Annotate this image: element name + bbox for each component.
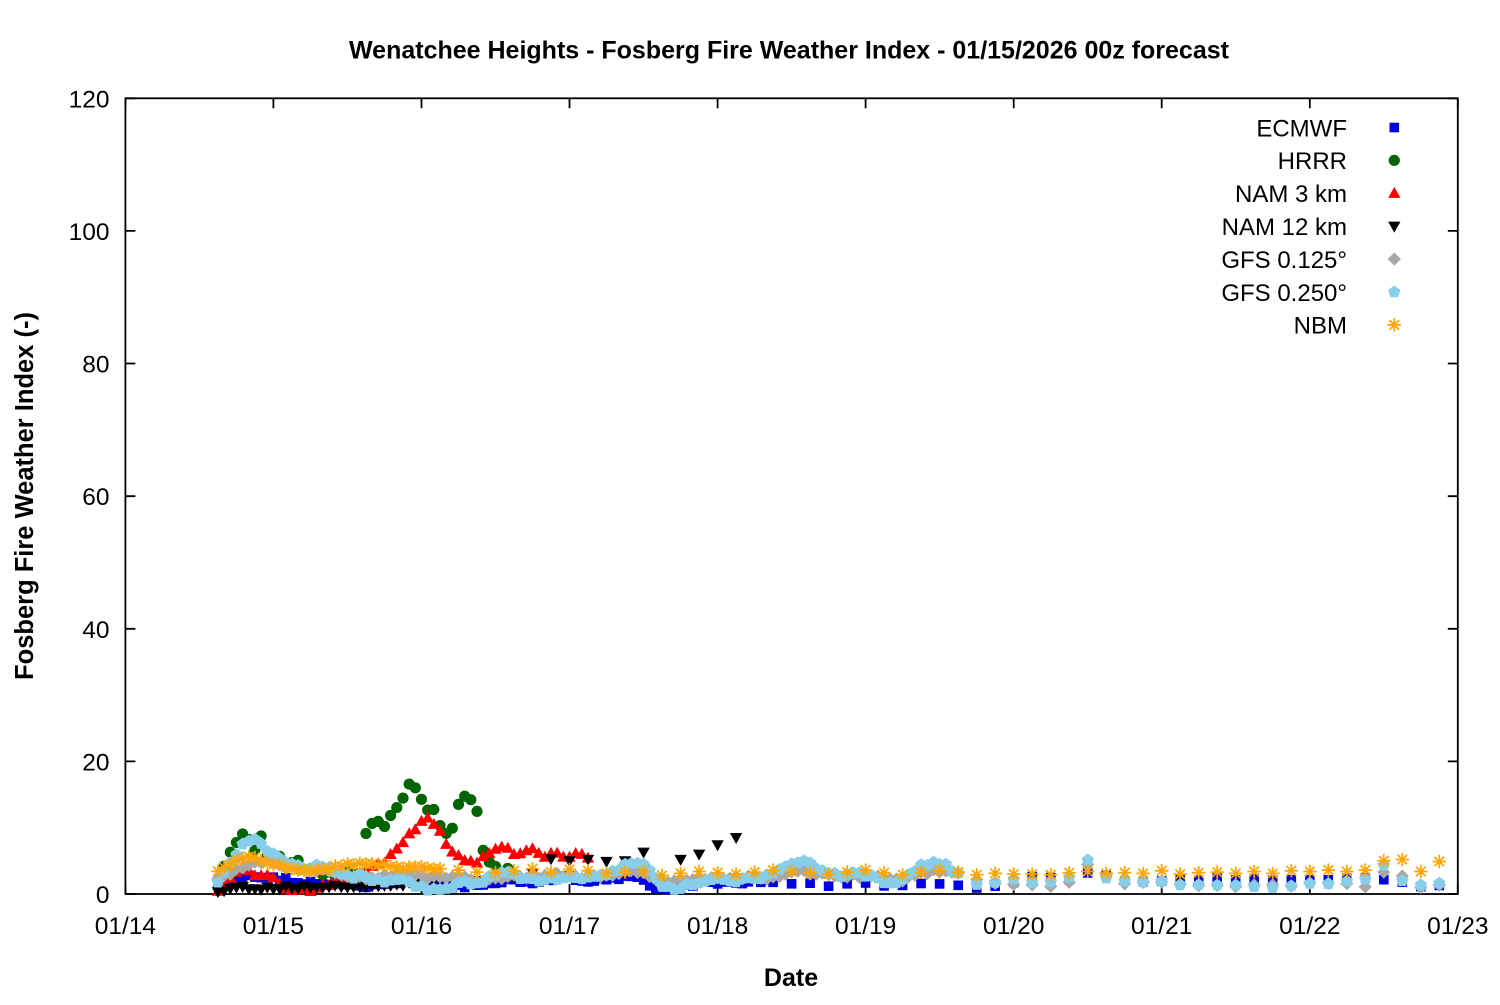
svg-text:GFS 0.250°: GFS 0.250°: [1221, 280, 1347, 307]
svg-text:80: 80: [82, 352, 109, 379]
svg-text:01/23: 01/23: [1427, 913, 1488, 940]
svg-text:NBM: NBM: [1294, 313, 1347, 340]
svg-text:60: 60: [82, 484, 109, 511]
svg-text:01/16: 01/16: [391, 913, 452, 940]
svg-text:01/17: 01/17: [539, 913, 600, 940]
svg-text:100: 100: [69, 219, 110, 246]
svg-text:Date: Date: [764, 964, 818, 992]
svg-text:01/22: 01/22: [1279, 913, 1340, 940]
svg-text:HRRR: HRRR: [1278, 148, 1347, 175]
svg-text:Fosberg Fire Weather Index (-): Fosberg Fire Weather Index (-): [11, 312, 39, 680]
svg-text:NAM 3 km: NAM 3 km: [1235, 181, 1347, 208]
svg-text:01/20: 01/20: [983, 913, 1044, 940]
svg-text:Wenatchee Heights - Fosberg Fi: Wenatchee Heights - Fosberg Fire Weather…: [349, 37, 1230, 65]
svg-text:20: 20: [82, 749, 109, 776]
svg-text:40: 40: [82, 617, 109, 644]
svg-text:01/14: 01/14: [95, 913, 156, 940]
svg-text:01/15: 01/15: [243, 913, 304, 940]
svg-text:ECMWF: ECMWF: [1256, 115, 1347, 142]
svg-text:GFS 0.125°: GFS 0.125°: [1221, 247, 1347, 274]
svg-text:120: 120: [69, 86, 110, 113]
svg-text:01/21: 01/21: [1131, 913, 1192, 940]
svg-text:01/19: 01/19: [835, 913, 896, 940]
svg-text:01/18: 01/18: [687, 913, 748, 940]
svg-text:0: 0: [96, 882, 110, 909]
svg-text:NAM 12 km: NAM 12 km: [1222, 214, 1347, 241]
